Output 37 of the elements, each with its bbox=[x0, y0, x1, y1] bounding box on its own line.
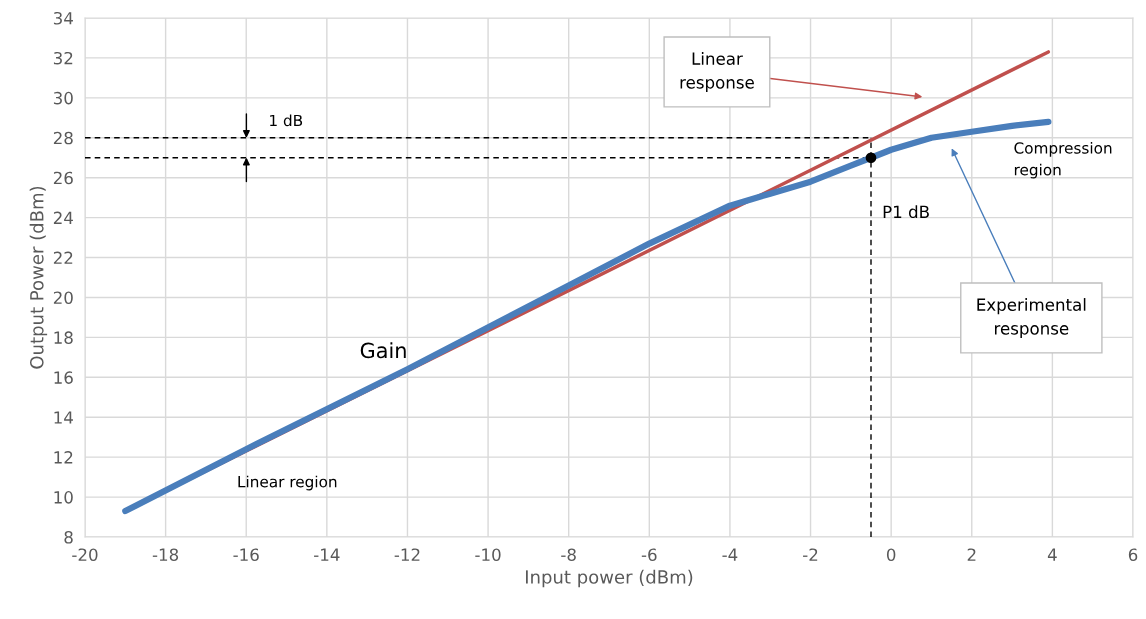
annotation: Compression region bbox=[1014, 141, 1112, 179]
x-tick-label: -6 bbox=[641, 548, 657, 562]
annotation: Linear response bbox=[680, 52, 754, 92]
x-tick-label: 2 bbox=[967, 548, 976, 561]
x-tick-label: -20 bbox=[72, 548, 98, 562]
x-tick-label: 6 bbox=[1128, 548, 1138, 562]
y-tick-label: 30 bbox=[53, 91, 73, 105]
y-tick-label: 16 bbox=[54, 371, 73, 384]
annotation: Experimental response bbox=[977, 298, 1086, 338]
y-tick-label: 12 bbox=[54, 451, 73, 464]
y-tick-label: 28 bbox=[53, 131, 73, 145]
annotation: 1 dB bbox=[270, 114, 303, 127]
y-tick-label: 18 bbox=[54, 331, 73, 344]
x-tick-label: 4 bbox=[1047, 548, 1057, 561]
x-tick-label: -2 bbox=[803, 548, 818, 561]
y-tick-label: 20 bbox=[53, 291, 73, 305]
x-tick-label: -4 bbox=[722, 548, 738, 561]
x-axis-title: Input power (dBm) bbox=[525, 569, 693, 588]
x-tick-label: -14 bbox=[314, 548, 340, 561]
x-tick-label: -10 bbox=[475, 548, 501, 562]
x-tick-label: -18 bbox=[152, 548, 179, 562]
y-tick-label: 32 bbox=[53, 51, 73, 65]
x-tick-label: 0 bbox=[886, 548, 896, 562]
x-tick-label: -12 bbox=[394, 548, 420, 561]
y-tick-label: 24 bbox=[53, 211, 73, 224]
y-tick-label: 8 bbox=[64, 530, 73, 544]
annotation: P1 dB bbox=[883, 205, 929, 219]
y-tick-label: 14 bbox=[54, 411, 73, 424]
y-tick-label: 10 bbox=[54, 491, 73, 504]
y-tick-label: 26 bbox=[53, 171, 73, 185]
x-tick-label: -8 bbox=[561, 548, 576, 562]
y-tick-label: 22 bbox=[53, 251, 73, 264]
annotation: Linear region bbox=[238, 475, 337, 491]
y-axis-title: Output Power (dBm) bbox=[29, 186, 48, 369]
y-tick-label: 34 bbox=[53, 11, 73, 25]
annotation: Gain bbox=[360, 342, 406, 359]
x-tick-label: -16 bbox=[233, 548, 259, 562]
